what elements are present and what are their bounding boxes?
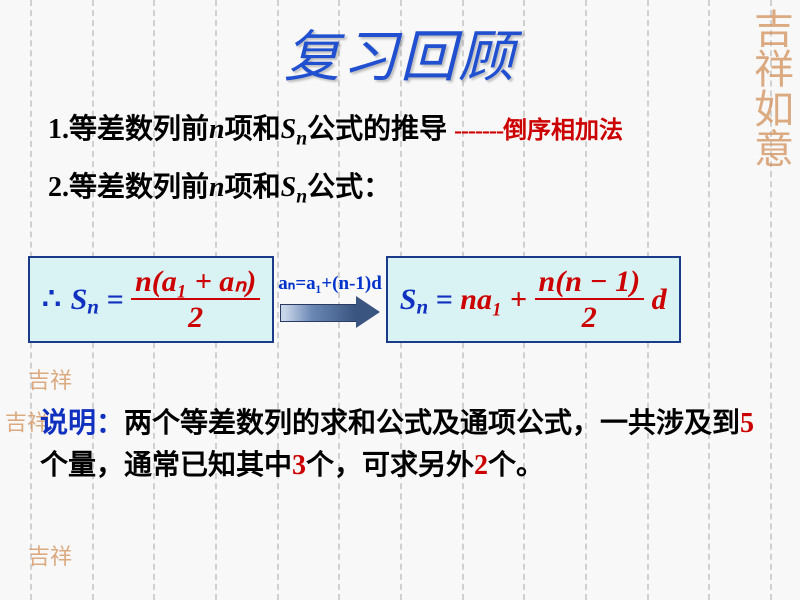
f1-S: S: [71, 283, 88, 317]
p1-mid: 项和: [225, 114, 281, 145]
seal-small-3: 吉祥: [28, 546, 72, 568]
f2-frac: n(n − 1) 2: [535, 266, 645, 333]
formula-1-box: ∴ Sn = n(a₁ + aₙ) 2: [28, 256, 274, 343]
exp-p3: 个，可求另外: [306, 450, 474, 481]
f2-S: S: [400, 283, 417, 317]
p1-S: S: [281, 114, 297, 145]
point-1: 1.等差数列前n项和Sn公式的推导 -------倒序相加法: [48, 107, 800, 151]
p2-sub: n: [296, 186, 307, 207]
f2-eq: =: [436, 283, 453, 317]
explanation: 说明：两个等差数列的求和公式及通项公式，一共涉及到5 个量，通常已知其中3个，可求…: [40, 403, 760, 487]
formula-2-box: Sn = na₁ + n(n − 1) 2 d: [386, 256, 681, 343]
f2-tail: d: [652, 283, 667, 317]
p2-prefix: 2.等差数列前: [48, 172, 209, 203]
formula-row: ∴ Sn = n(a₁ + aₙ) 2 aₙ=a₁+(n-1)d Sn = na…: [28, 256, 800, 343]
slide-title: 复习回顾: [0, 0, 800, 93]
p1-suffix: 公式的推导: [307, 114, 454, 145]
arrow-label: aₙ=a₁+(n-1)d: [278, 272, 382, 295]
exp-label: 说明：: [40, 408, 124, 439]
f1-frac: n(a₁ + aₙ) 2: [131, 266, 260, 333]
arrow-icon: [280, 297, 380, 327]
f2-den: 2: [535, 300, 645, 334]
p2-mid: 项和: [225, 172, 281, 203]
exp-p4: 个。: [488, 450, 544, 481]
p1-sub: n: [296, 129, 307, 150]
arrow-wrap: aₙ=a₁+(n-1)d: [278, 272, 382, 327]
f1-sub: n: [87, 295, 99, 319]
p1-method: 倒序相加法: [503, 118, 623, 144]
f1-den: 2: [131, 300, 260, 334]
f2-term1: na₁ +: [460, 283, 527, 317]
point-2: 2.等差数列前n项和Sn公式：: [48, 165, 800, 209]
p2-n: n: [209, 172, 225, 203]
f1-num: n(a₁ + aₙ): [131, 266, 260, 300]
f1-eq: =: [106, 283, 123, 317]
p2-suffix: 公式：: [307, 172, 391, 203]
p2-S: S: [281, 172, 297, 203]
f2-num: n(n − 1): [535, 266, 645, 300]
p1-prefix: 1.等差数列前: [48, 114, 209, 145]
p1-dashes: -------: [454, 118, 503, 144]
exp-p1: 两个等差数列的求和公式及通项公式，一共涉及到: [124, 408, 740, 439]
f1-therefore: ∴: [42, 282, 63, 317]
exp-q1: 5: [740, 408, 754, 439]
exp-q3: 2: [474, 450, 488, 481]
f2-sub: n: [416, 295, 428, 319]
exp-p2: 个量，通常已知其中: [40, 450, 292, 481]
p1-n: n: [209, 114, 225, 145]
exp-q2: 3: [292, 450, 306, 481]
